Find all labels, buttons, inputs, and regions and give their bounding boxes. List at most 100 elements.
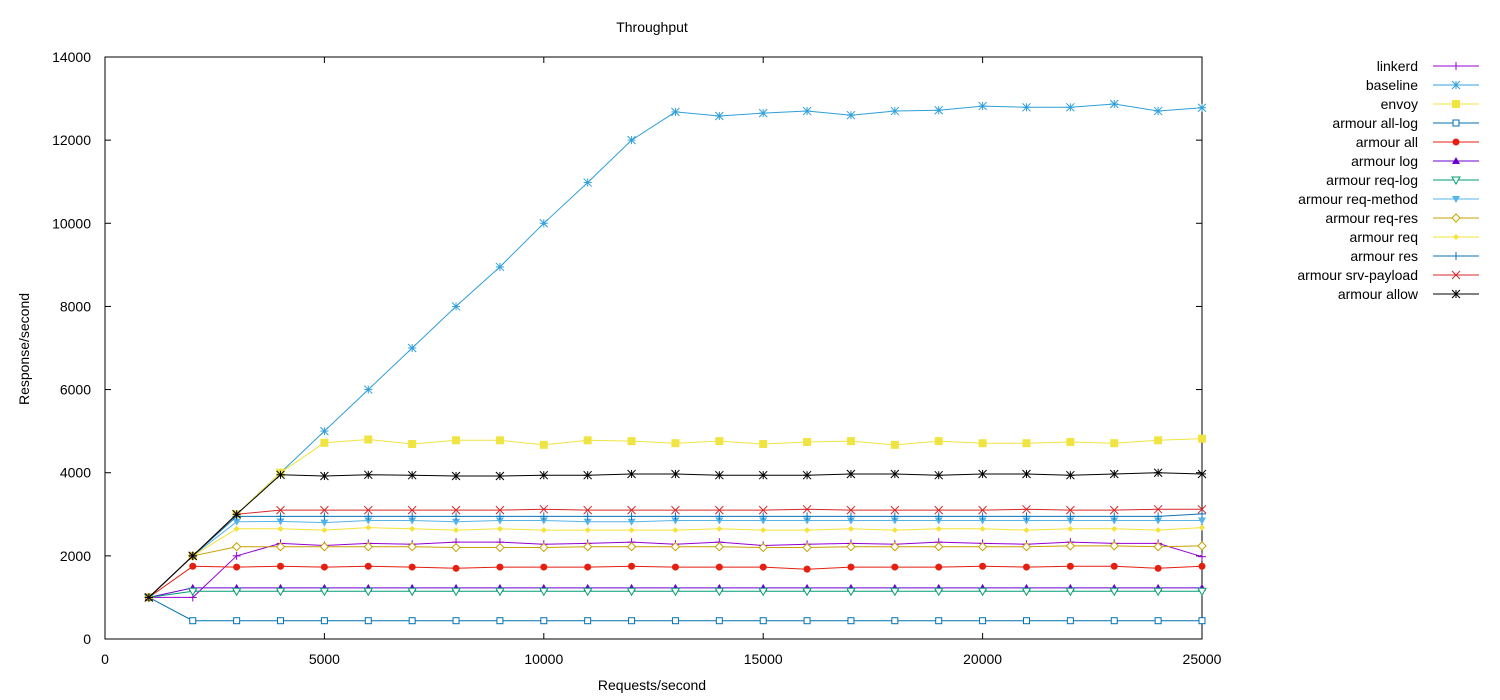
data-point [407,343,417,353]
data-point [979,617,987,625]
data-point [320,438,329,447]
data-point [188,551,198,561]
x-axis-label: Requests/second [598,677,706,693]
data-point [671,505,680,515]
data-point [715,617,723,625]
data-point [452,518,461,526]
data-point [495,542,505,553]
data-point [759,512,768,521]
legend-label: armour allow [1338,286,1419,302]
data-point [802,470,812,480]
data-point [320,512,329,521]
x-tick-label: 20000 [963,651,1002,667]
x-tick-label: 0 [101,651,109,667]
legend-item: armour all [1356,134,1479,150]
data-point [1154,564,1162,572]
data-point [846,110,856,120]
data-point [363,385,373,394]
data-point [802,504,812,514]
legend: linkerd baseline envoy armour all-log armour… [1297,58,1479,302]
data-point [451,302,461,311]
data-point [495,262,505,272]
data-point [846,587,856,597]
data-point [1153,106,1163,116]
data-point [1110,617,1118,625]
data-point [320,617,328,625]
data-point [1452,252,1460,260]
data-point [233,617,241,625]
data-point [628,562,636,570]
legend-item: armour srv-payload [1297,267,1479,283]
legend-item: armour log [1351,153,1479,169]
data-point [539,504,549,514]
data-point [803,437,812,446]
data-point [1021,587,1032,597]
y-tick-label: 2000 [60,548,91,564]
y-tick-label: 6000 [60,382,91,398]
data-point [934,470,944,480]
data-point [671,563,679,571]
data-point [232,551,241,560]
data-point [1022,469,1031,479]
data-point [189,617,197,625]
data-point [363,587,374,597]
data-point [1110,439,1119,448]
data-point [1066,470,1075,480]
data-point [671,512,680,521]
data-point [233,525,240,532]
data-point [408,512,417,521]
series-baseline [144,99,1207,602]
data-point [277,525,284,532]
data-point [671,617,679,625]
data-point [1198,509,1206,518]
data-point [978,469,987,479]
series-armour-allow [144,468,1207,602]
data-point [935,525,942,532]
data-point [671,107,680,117]
data-point [583,470,593,480]
data-point [496,563,504,571]
data-point [977,542,988,552]
data-point [979,562,987,570]
data-point [628,617,636,625]
data-point [1197,504,1207,514]
data-point [539,218,549,228]
data-point [495,512,504,521]
legend-label: armour all-log [1332,115,1418,131]
data-point [1452,157,1460,164]
data-point [759,440,768,449]
y-tick-label: 14000 [52,49,91,65]
data-point [758,470,768,480]
data-point [539,542,549,553]
data-point [495,471,505,481]
data-point [1451,289,1461,299]
data-point [759,617,767,625]
data-point [846,542,856,552]
data-point [1066,437,1075,446]
data-point [847,617,855,625]
data-point [714,111,724,121]
data-point [452,564,460,572]
data-point [1111,525,1118,532]
data-point [1022,439,1031,448]
data-point [671,517,680,525]
data-point [582,542,593,552]
data-point [319,587,330,597]
data-point [935,617,943,625]
data-point [978,439,987,448]
data-point [977,587,988,597]
data-point [232,518,241,526]
data-point [1066,102,1075,112]
y-tick-label: 12000 [52,132,91,148]
data-point [495,517,504,525]
data-point [1451,176,1461,186]
data-point [189,562,197,570]
legend-item: armour allow [1338,286,1479,302]
data-point [978,505,987,515]
data-point [890,512,899,521]
data-point [1452,138,1460,146]
data-point [627,512,636,521]
data-point [671,439,680,448]
data-point [627,518,636,526]
